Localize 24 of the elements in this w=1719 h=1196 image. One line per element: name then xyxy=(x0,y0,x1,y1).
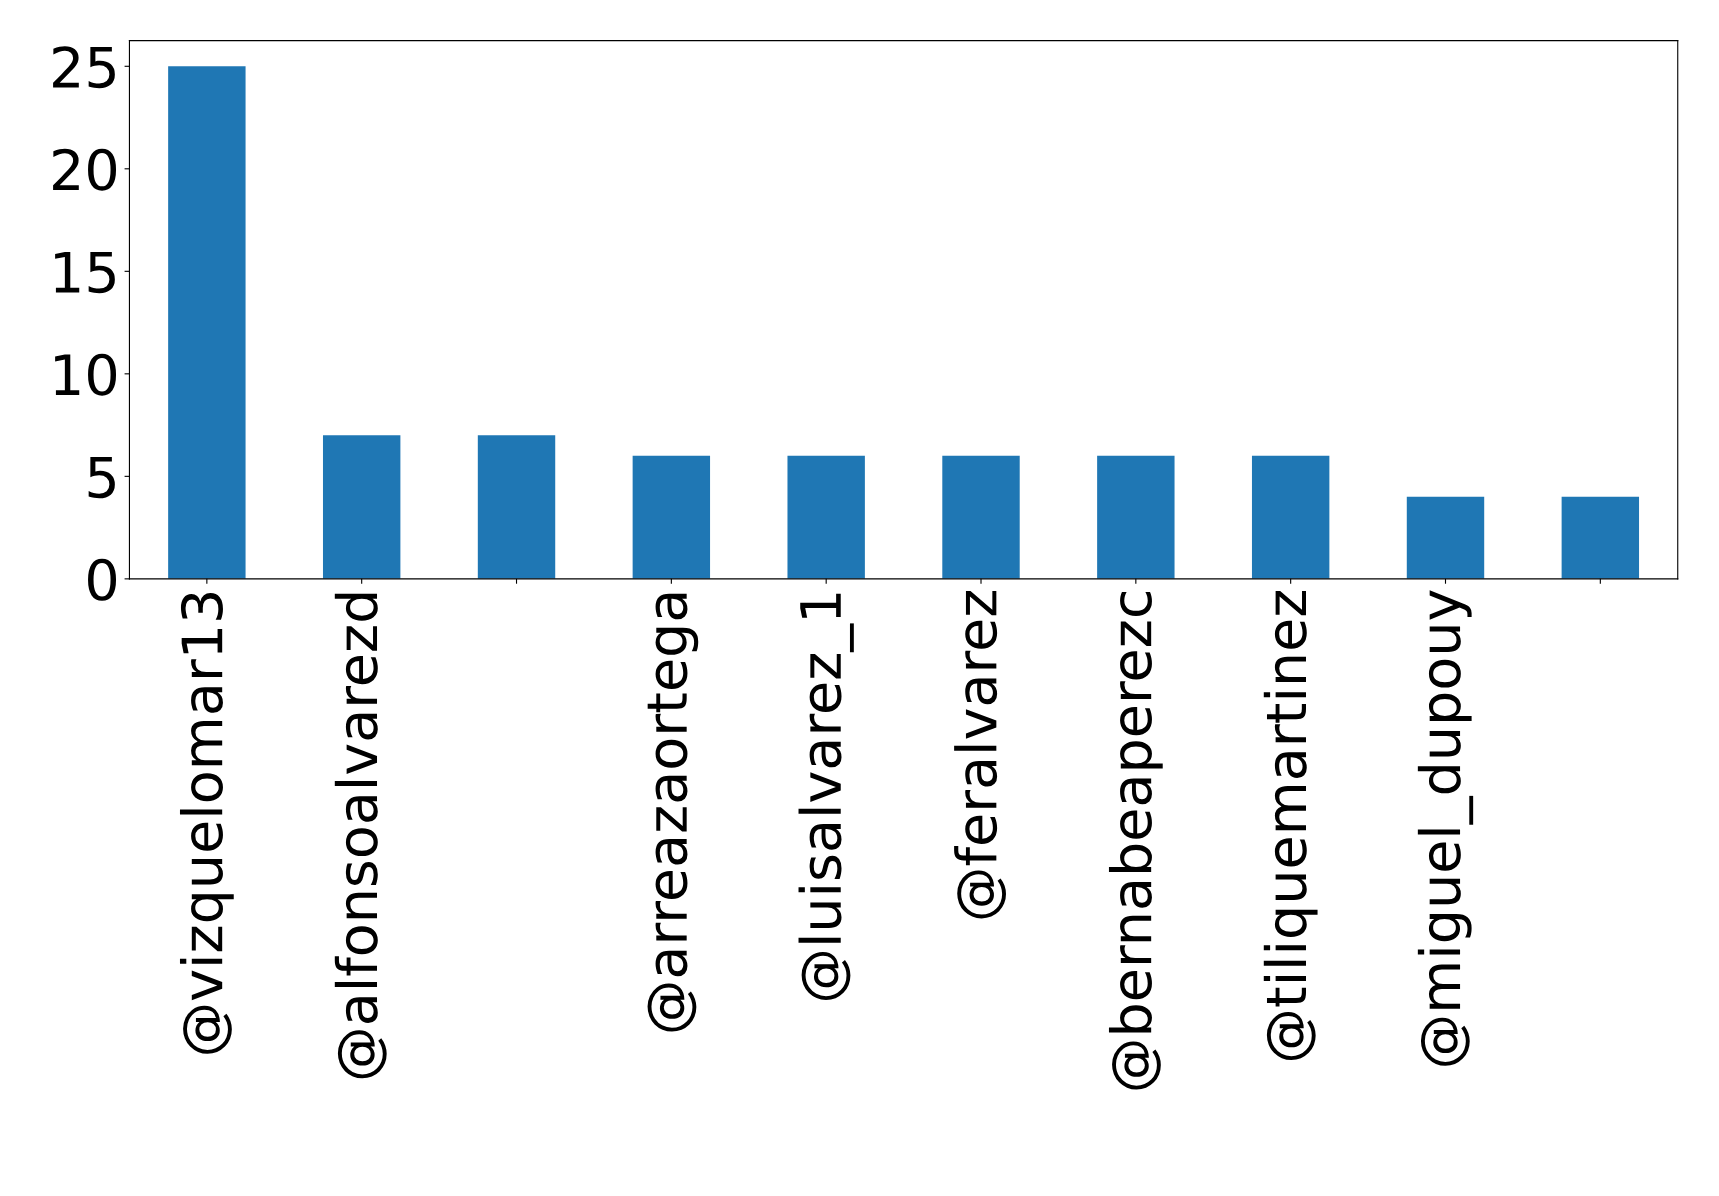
y-tick-label: 0 xyxy=(88,558,117,601)
x-tick-label: @miguel_dupouy xyxy=(1417,590,1474,1066)
x-tick-label: @luisalvarez_1 xyxy=(798,593,854,1000)
x-tick-label: @bernabeaperezc xyxy=(1108,592,1163,1090)
bar xyxy=(632,455,711,579)
x-tick-label: @arreazaortega xyxy=(647,593,699,1032)
bar xyxy=(787,455,865,579)
y-tick-label: 25 xyxy=(53,46,115,89)
x-tick-label: @feralvarez xyxy=(954,590,1006,919)
y-tick-label: 15 xyxy=(55,251,115,294)
y-tick-label: 5 xyxy=(88,456,115,499)
bar xyxy=(1097,455,1175,579)
bar xyxy=(1561,496,1640,579)
bar xyxy=(168,66,246,579)
bar xyxy=(477,435,556,579)
bar xyxy=(1251,455,1330,579)
x-tick-label: @alfonsoalvarezd xyxy=(334,593,387,1079)
x-tick-label: @tiliquemartinez xyxy=(1263,590,1318,1060)
x-tick-label: @vizquelomar13 xyxy=(179,593,234,1054)
y-tick-label: 20 xyxy=(53,148,117,191)
bar xyxy=(942,455,1020,579)
bar xyxy=(322,435,401,579)
bar xyxy=(1406,496,1485,579)
y-tick-label: 10 xyxy=(55,353,117,396)
